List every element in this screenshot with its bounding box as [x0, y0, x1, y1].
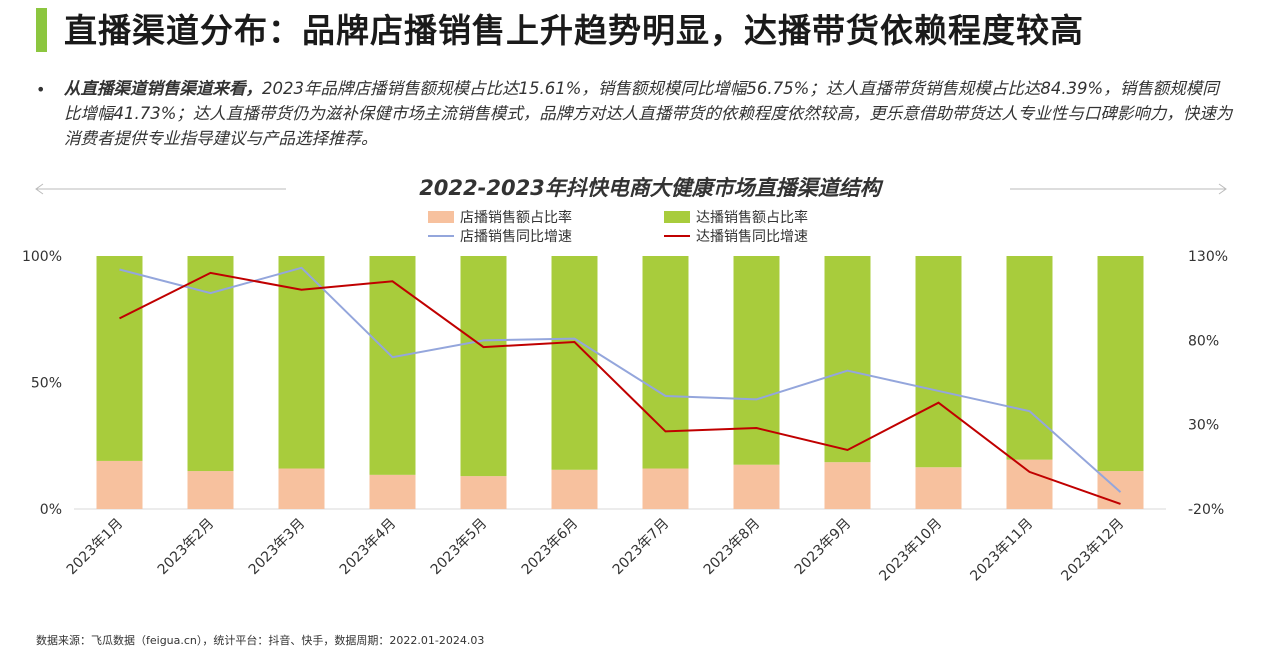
x-axis-labels: 2023年1月 2023年2月 2023年3月 2023年4月 2023年5月 2023年… — [64, 516, 1128, 585]
x-axis-label: 2023年11月 — [967, 516, 1036, 585]
left-axis: 100% 50% 0% — [22, 249, 1166, 518]
bar-store-share — [278, 468, 325, 509]
title-accent-bar — [36, 8, 47, 52]
legend-label: 店播销售额占比率 — [460, 209, 572, 226]
legend-label: 店播销售同比增速 — [460, 229, 572, 245]
bar-talent-share — [733, 256, 780, 465]
bar-store-share — [369, 474, 416, 509]
bar-talent-share — [460, 256, 507, 477]
x-axis-label: 2023年8月 — [701, 516, 764, 579]
bar-series — [96, 256, 1144, 509]
bar-store-share — [642, 468, 689, 509]
bar-talent-share — [915, 256, 962, 468]
right-axis-tick: 30% — [1188, 418, 1219, 434]
x-axis-label: 2023年9月 — [792, 516, 855, 579]
legend-label: 达播销售额占比率 — [696, 209, 808, 226]
bar-store-share — [1006, 459, 1053, 509]
bar-store-share — [824, 462, 871, 509]
right-decor-arrow — [1010, 183, 1227, 195]
summary-text: 2023年品牌店播销售额规模占比达15.61%，销售额规模同比增幅56.75%；… — [64, 79, 1233, 148]
bar-store-share — [96, 460, 143, 509]
bar-talent-share — [1097, 256, 1144, 472]
right-axis-tick: 80% — [1188, 333, 1219, 349]
bar-talent-share — [551, 256, 598, 470]
bullet-point: • — [36, 80, 46, 99]
x-axis-label: 2023年10月 — [876, 516, 945, 585]
right-axis: 130% 80% 30% -20% — [1188, 249, 1228, 518]
summary-lead: 从直播渠道销售渠道来看， — [64, 79, 262, 98]
x-axis-label: 2023年5月 — [428, 516, 491, 579]
bar-talent-share — [642, 256, 689, 469]
bar-store-share — [915, 467, 962, 509]
bar-talent-share — [96, 256, 143, 461]
left-decor-arrow — [35, 183, 286, 195]
bar-talent-share — [187, 256, 234, 472]
left-axis-tick: 50% — [31, 376, 62, 392]
bar-store-share — [551, 469, 598, 509]
line-talent-growth — [119, 271, 1121, 505]
bar-store-share — [187, 471, 234, 509]
right-axis-tick: 130% — [1188, 249, 1228, 265]
page-title: 直播渠道分布：品牌店播销售上升趋势明显，达播带货依赖程度较高 — [64, 11, 1084, 50]
data-source-note: 数据来源：飞瓜数据（feigua.cn），统计平台：抖音、快手，数据周期：202… — [36, 634, 485, 647]
bar-store-share — [733, 464, 780, 509]
x-axis-label: 2023年1月 — [64, 516, 127, 579]
legend-swatch — [664, 211, 690, 223]
line-series — [119, 266, 1122, 505]
x-axis-label: 2023年12月 — [1058, 516, 1127, 585]
bar-store-share — [460, 476, 507, 509]
bar-talent-share — [278, 256, 325, 469]
left-axis-tick: 0% — [40, 502, 62, 518]
bar-talent-share — [1006, 256, 1053, 460]
legend-label: 达播销售同比增速 — [696, 229, 808, 245]
x-axis-label: 2023年6月 — [519, 516, 582, 579]
x-axis-label: 2023年3月 — [246, 516, 309, 579]
summary-paragraph: 从直播渠道销售渠道来看，2023年品牌店播销售额规模占比达15.61%，销售额规… — [64, 76, 1234, 151]
bar-talent-share — [824, 256, 871, 463]
right-axis-tick: -20% — [1188, 502, 1224, 518]
left-axis-tick: 100% — [22, 249, 62, 265]
x-axis-label: 2023年7月 — [610, 516, 673, 579]
x-axis-label: 2023年4月 — [337, 516, 400, 579]
bar-talent-share — [369, 256, 416, 475]
chart-title: 2022-2023年抖快电商大健康市场直播渠道结构 — [419, 176, 881, 200]
legend-swatch — [428, 211, 454, 223]
line-store-growth — [119, 266, 1122, 493]
x-axis-label: 2023年2月 — [155, 516, 218, 579]
